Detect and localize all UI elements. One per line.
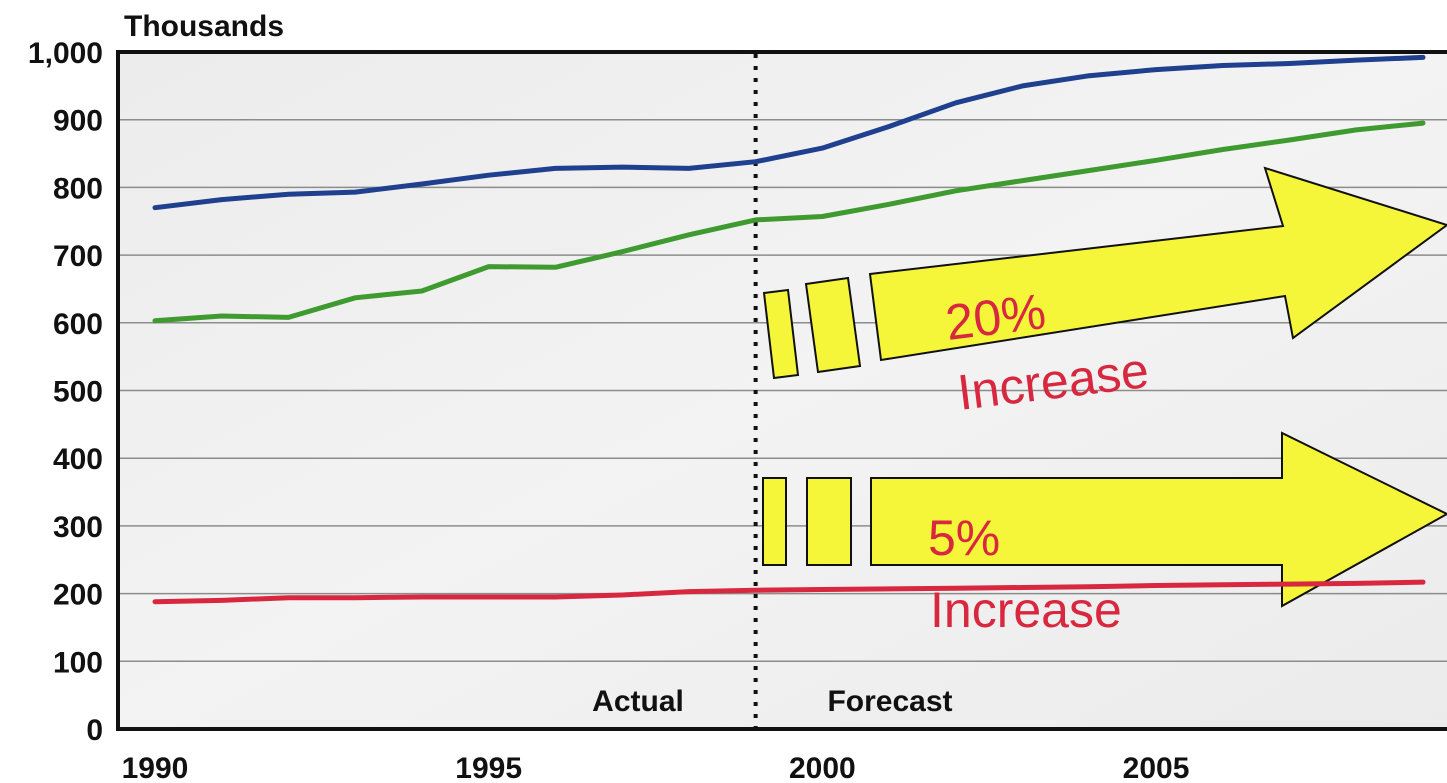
y-tick-label-100: 100 bbox=[53, 646, 103, 679]
y-tick-label-500: 500 bbox=[53, 376, 103, 409]
y-tick-label-700: 700 bbox=[53, 240, 103, 273]
forecast-region-label: Forecast bbox=[827, 685, 952, 718]
x-tick-label-1995: 1995 bbox=[455, 752, 522, 783]
x-tick-label-2005: 2005 bbox=[1123, 752, 1190, 783]
series-line-2 bbox=[152, 120, 1426, 324]
arrow-upper-segment-2 bbox=[804, 276, 862, 374]
x-axis-tick-labels: 1990 1995 2000 2005 bbox=[122, 752, 1190, 783]
x-tick-label-2000: 2000 bbox=[789, 752, 856, 783]
arrow-lower-segment-1 bbox=[762, 477, 787, 566]
arrow-upper-segment-1 bbox=[762, 288, 800, 380]
y-tick-label-200: 200 bbox=[53, 579, 103, 612]
lower-increase-label: Increase bbox=[930, 582, 1122, 638]
arrow-upper-head bbox=[868, 166, 1447, 362]
arrow-lower-head bbox=[870, 431, 1447, 608]
y-tick-label-800: 800 bbox=[53, 172, 103, 205]
lower-percent-label: 5% bbox=[928, 510, 1000, 566]
x-tick-label-1990: 1990 bbox=[122, 752, 189, 783]
y-axis-tick-labels: 0 100 200 300 400 500 600 700 800 900 1,000 bbox=[28, 37, 103, 747]
series-line-3 bbox=[152, 579, 1426, 605]
series-lines bbox=[152, 54, 1426, 605]
plot-frame bbox=[116, 50, 1447, 731]
y-tick-label-1000: 1,000 bbox=[28, 37, 103, 70]
upper-percent-label: 20% bbox=[943, 283, 1049, 351]
series-line-1 bbox=[152, 54, 1426, 211]
y-tick-label-0: 0 bbox=[86, 714, 103, 747]
y-tick-label-600: 600 bbox=[53, 308, 103, 341]
arrow-lower-segment-2 bbox=[806, 477, 852, 566]
y-tick-label-300: 300 bbox=[53, 511, 103, 544]
increase-arrow-lower bbox=[762, 431, 1447, 608]
y-tick-label-400: 400 bbox=[53, 443, 103, 476]
y-tick-label-900: 900 bbox=[53, 105, 103, 138]
increase-arrow-upper bbox=[762, 166, 1447, 380]
y-axis-unit-label: Thousands bbox=[124, 10, 284, 43]
actual-region-label: Actual bbox=[592, 685, 684, 718]
